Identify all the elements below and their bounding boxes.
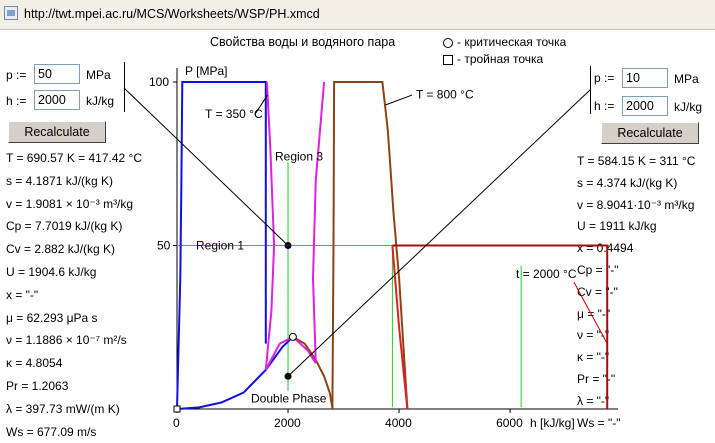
browser-address-bar[interactable]: http://twt.mpei.ac.ru/MCS/Worksheets/WSP… [0, 0, 715, 30]
left-result-line: T = 690.57 K = 417.42 °C [6, 151, 143, 165]
left-pressure-input[interactable]: 50 [34, 64, 80, 84]
left-p-unit: MPa [86, 68, 111, 82]
right-result-line: T = 584.15 K = 311 °C [577, 154, 696, 168]
critical-point-legend: - критическая точка [443, 35, 566, 49]
x-tick-label: 6000 [496, 416, 523, 430]
page-icon [4, 6, 18, 20]
y-axis-label: P [MPa] [185, 64, 227, 78]
x-tick-label: 0 [173, 416, 180, 430]
circle-icon [443, 37, 453, 48]
square-icon [443, 54, 453, 65]
address-url[interactable]: http://twt.mpei.ac.ru/MCS/Worksheets/WSP… [24, 7, 320, 21]
left-enthalpy-input[interactable]: 2000 [34, 90, 80, 110]
triple-point-marker [173, 405, 181, 413]
right-result-line: v = 8.9041·10⁻³ m³/kg [577, 197, 695, 212]
left-result-line: λ = 397.73 mW/(m K) [6, 401, 120, 416]
y-tick-label: 100 [149, 75, 169, 89]
right-h-unit: kJ/kg [674, 100, 703, 114]
right-enthalpy-input[interactable]: 2000 [622, 96, 668, 116]
right-p-unit: MPa [674, 72, 699, 86]
left-result-line: s = 4.1871 kJ/(kg K) [6, 173, 114, 188]
chart-series-line [264, 81, 276, 370]
left-input-bracket [124, 62, 125, 112]
t2000-pointer [573, 281, 608, 344]
chart-series-line [311, 81, 326, 364]
t800-pointer [385, 94, 413, 106]
right-result-line: λ = "-" [577, 393, 610, 408]
right-result-line: κ = "-" [577, 350, 610, 365]
right-input-bracket [590, 66, 591, 114]
triple-legend-text: - тройная точка [457, 52, 544, 66]
right-result-line: U = 1911 kJ/kg [577, 219, 657, 234]
right-state-leader [287, 89, 591, 377]
t2000-label: t = 2000 °C [516, 267, 577, 281]
x-tick-label: 2000 [274, 416, 301, 430]
double-phase-label: Double Phase [251, 391, 327, 405]
y-tick-label: 50 [157, 239, 171, 253]
t350-pointer [254, 94, 268, 115]
region1-label: Region 1 [196, 239, 244, 253]
left-result-line: Cv = 2.882 kJ/(kg K) [6, 242, 116, 257]
x-axis-label: h [kJ/kg] [530, 416, 575, 430]
left-result-line: Pr = 1.2063 [6, 379, 69, 393]
left-h-unit: kJ/kg [86, 94, 115, 108]
chart-series-line [176, 81, 267, 410]
chart-series-line [292, 336, 334, 410]
x-tick-label: 4000 [385, 416, 412, 430]
left-result-line: v = 1.9081 × 10⁻³ m³/kg [6, 196, 134, 211]
right-result-line: Ws = "-" [577, 415, 621, 430]
t350-label: T = 350 °C [205, 107, 263, 121]
region3-label: Region 3 [275, 149, 323, 163]
right-result-line: μ = "-" [577, 306, 611, 321]
left-result-line: U = 1904.6 kJ/kg [6, 265, 97, 279]
chart-series-line [264, 335, 317, 371]
right-result-line: Pr = "-" [577, 372, 616, 386]
critical-point-marker [288, 332, 297, 341]
chart-series-line [331, 81, 409, 410]
triple-point-legend: - тройная точка [443, 52, 543, 66]
t800-label: T = 800 °C [416, 87, 474, 101]
left-recalculate-button[interactable]: Recalculate [8, 121, 106, 143]
chart-series-line [392, 244, 609, 409]
left-p-label: p := [6, 68, 27, 82]
right-result-line: s = 4.374 kJ/(kg K) [577, 175, 678, 190]
left-result-line: μ = 62.293 μPa s [6, 310, 98, 325]
left-result-line: κ = 4.8054 [6, 356, 63, 371]
left-result-line: Ws = 677.09 m/s [6, 424, 97, 439]
right-p-label: p := [594, 71, 615, 85]
left-result-line: ν = 1.1886 × 10⁻⁷ m²/s [6, 333, 127, 348]
chart-series-line [391, 245, 409, 410]
left-result-line: Cp = 7.7019 kJ/(kg K) [6, 219, 123, 234]
right-h-label: h := [594, 99, 615, 113]
critical-legend-text: - критическая точка [457, 35, 567, 49]
right-pressure-input[interactable]: 10 [622, 68, 668, 88]
chart-series-line [176, 336, 294, 410]
left-h-label: h := [6, 94, 27, 108]
page-title: Свойства воды и водяного пара [210, 35, 396, 49]
left-result-line: x = "-" [6, 287, 39, 302]
left-state-leader [123, 87, 289, 246]
right-recalculate-button[interactable]: Recalculate [601, 122, 699, 144]
